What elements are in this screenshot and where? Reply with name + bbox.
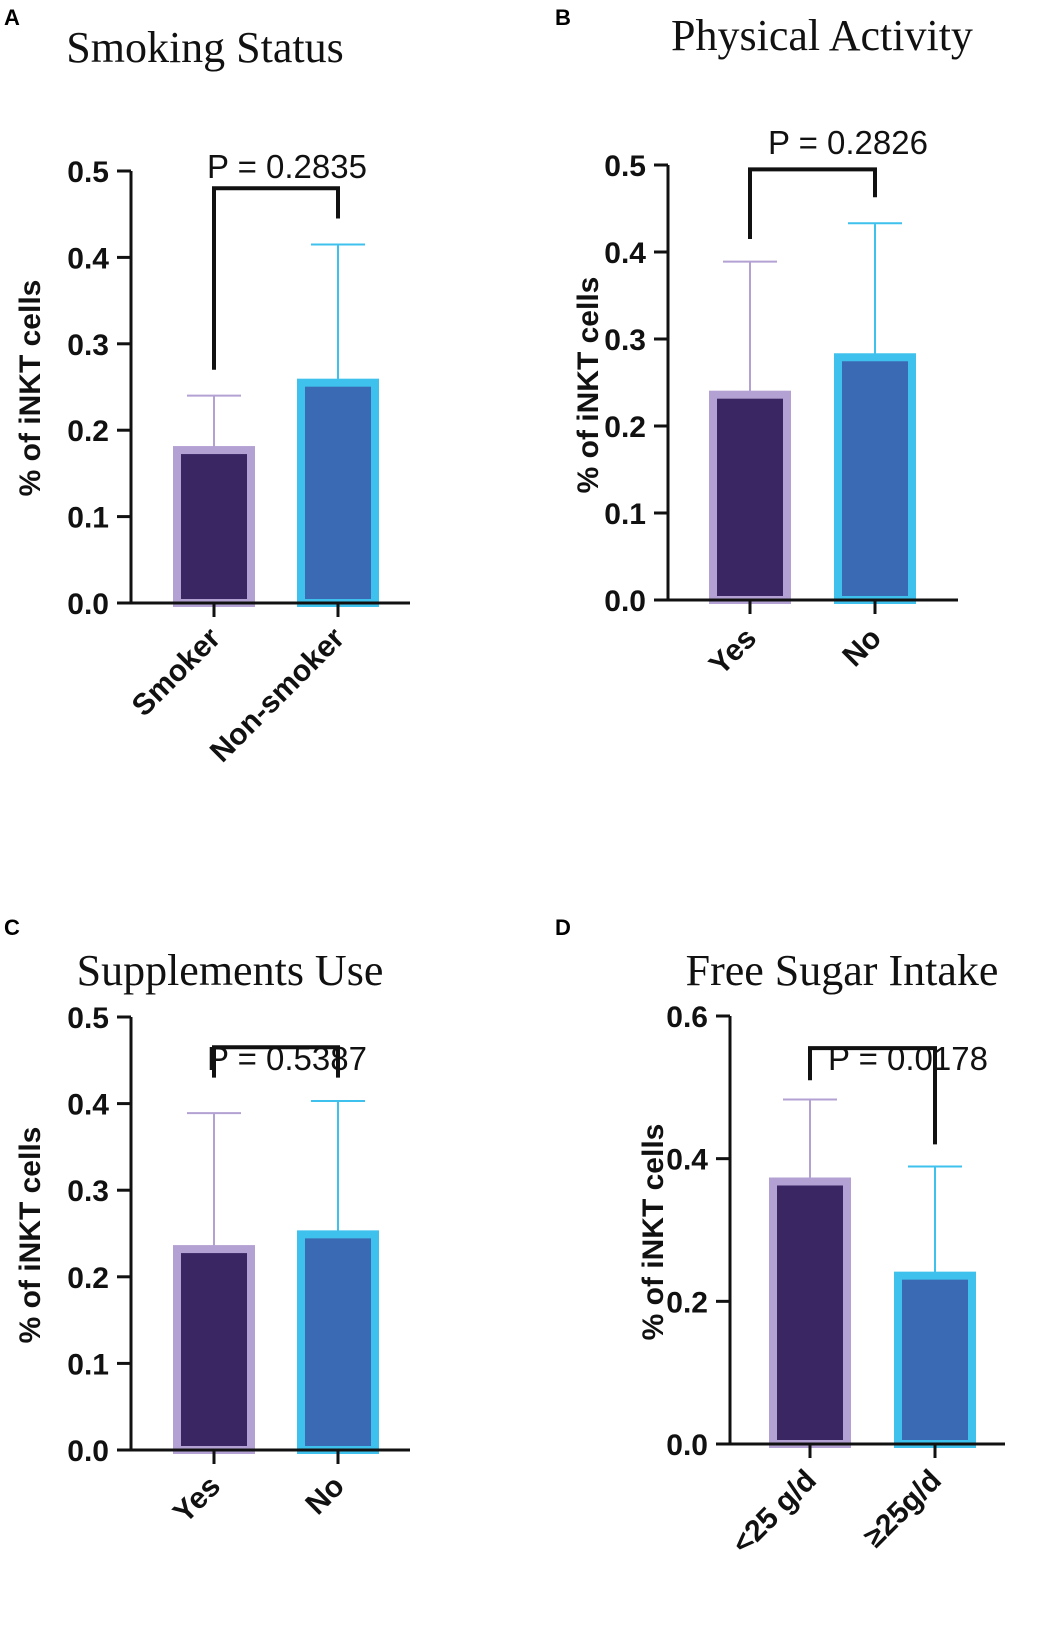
significance-bracket [748, 167, 877, 239]
panel-letter: A [4, 5, 20, 30]
panel-letter: D [555, 915, 571, 940]
x-category-label: Smoker [126, 621, 227, 722]
y-tick-label: 0.0 [67, 588, 109, 621]
chart-title: Supplements Use [77, 946, 384, 995]
y-tick-label: 0.6 [666, 1001, 708, 1034]
axes [716, 1014, 1005, 1458]
axes [654, 163, 958, 614]
y-axis: 0.0 0.2 0.4 0.6 [666, 1001, 708, 1462]
y-axis-label: % of iNKT cells [14, 280, 47, 497]
panel-b: B Physical Activity % of iNKT cells P = … [555, 5, 973, 682]
bar [894, 1271, 976, 1448]
chart-title: Physical Activity [671, 11, 973, 60]
y-axis-label: % of iNKT cells [14, 1127, 47, 1344]
x-category-label: Non-smoker [204, 621, 351, 768]
y-tick-label: 0.2 [666, 1286, 708, 1319]
panel-c: C Supplements Use % of iNKT cells P = 0.… [4, 915, 410, 1530]
x-axis: <25 g/d ≥25g/d [726, 1464, 948, 1561]
y-tick-label: 0.2 [67, 1262, 109, 1295]
panel-letter: B [555, 5, 571, 30]
y-tick-label: 0.5 [67, 1002, 109, 1035]
bar [173, 446, 255, 607]
y-tick-label: 0.4 [604, 237, 646, 270]
panel-d: D Free Sugar Intake % of iNKT cells P = … [555, 915, 1005, 1561]
bar-series [173, 243, 379, 607]
significance-bracket [808, 1046, 937, 1145]
y-tick-label: 0.3 [604, 324, 646, 357]
y-tick-label: 0.0 [67, 1435, 109, 1468]
y-tick-label: 0.5 [67, 156, 109, 189]
p-value-label: P = 0.0178 [828, 1040, 988, 1077]
y-tick-label: 0.1 [67, 1348, 109, 1381]
bar [297, 378, 379, 607]
bar-series [709, 222, 916, 604]
y-tick-label: 0.0 [604, 585, 646, 618]
bar-series [173, 1100, 379, 1455]
x-category-label: Yes [703, 622, 763, 682]
p-value-label: P = 0.2826 [768, 124, 928, 161]
y-axis-label: % of iNKT cells [572, 277, 605, 494]
x-axis: Yes No [703, 622, 888, 682]
chart-title: Smoking Status [66, 23, 344, 72]
x-axis: Yes No [167, 1470, 351, 1530]
axes [117, 1015, 410, 1464]
y-tick-label: 0.4 [666, 1144, 708, 1177]
bar [173, 1245, 255, 1455]
y-axis: 0.0 0.1 0.2 0.3 0.4 0.5 [67, 1002, 109, 1468]
y-axis-label: % of iNKT cells [637, 1124, 670, 1341]
y-tick-label: 0.4 [67, 242, 109, 275]
y-tick-label: 0.2 [67, 415, 109, 448]
p-value-label: P = 0.2835 [207, 148, 367, 185]
y-tick-label: 0.0 [666, 1429, 708, 1462]
x-category-label: ≥25g/d [858, 1464, 948, 1554]
panel-letter: C [4, 915, 20, 940]
y-tick-label: 0.4 [67, 1089, 109, 1122]
x-category-label: <25 g/d [726, 1464, 823, 1561]
significance-bracket [212, 1045, 340, 1078]
x-category-label: Yes [167, 1470, 227, 1530]
y-axis: 0.0 0.1 0.2 0.3 0.4 0.5 [604, 150, 646, 618]
y-tick-label: 0.2 [604, 411, 646, 444]
x-axis: Smoker Non-smoker [126, 621, 351, 768]
axes [117, 169, 410, 617]
y-tick-label: 0.1 [67, 502, 109, 535]
y-tick-label: 0.3 [67, 329, 109, 362]
bar [297, 1230, 379, 1454]
y-tick-label: 0.5 [604, 150, 646, 183]
x-category-label: No [836, 622, 888, 674]
x-category-label: No [299, 1470, 351, 1522]
bar [834, 353, 916, 604]
chart-title: Free Sugar Intake [686, 946, 999, 995]
y-axis: 0.0 0.1 0.2 0.3 0.4 0.5 [67, 156, 109, 621]
bar [769, 1177, 851, 1448]
bar-series [769, 1098, 976, 1448]
y-tick-label: 0.3 [67, 1175, 109, 1208]
y-tick-label: 0.1 [604, 498, 646, 531]
significance-bracket [212, 186, 340, 370]
bar [709, 390, 791, 604]
panel-a: A Smoking Status % of iNKT cells P = 0.2… [4, 5, 410, 769]
